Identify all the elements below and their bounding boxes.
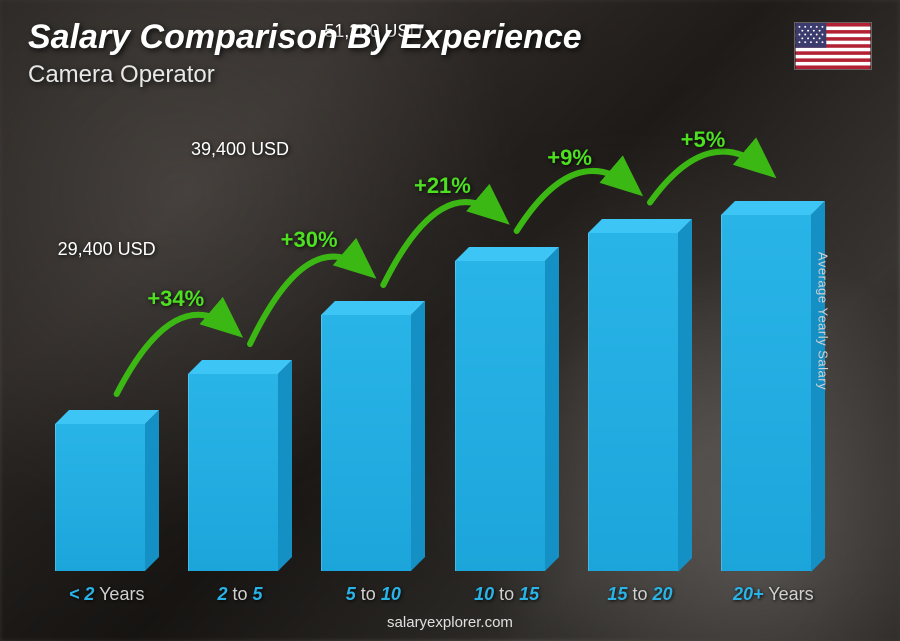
bar-side [145, 410, 159, 571]
bar-front [188, 374, 278, 571]
bar-x-label: < 2 Years [69, 584, 145, 605]
bar-x-label: 5 to 10 [346, 584, 401, 605]
growth-pct-label: +34% [147, 286, 204, 312]
chart-area: 29,400 USD< 2 Years39,400 USD2 to 551,20… [40, 111, 840, 571]
bar-group: 39,400 USD2 to 5 [175, 374, 305, 571]
bar-group: 62,000 USD10 to 15 [442, 261, 572, 571]
bar-top [188, 360, 292, 374]
flag-us-icon [794, 22, 872, 70]
header: Salary Comparison By Experience Camera O… [28, 18, 582, 89]
bar-side [411, 301, 425, 571]
bar-front [455, 261, 545, 571]
bar-x-label: 20+ Years [733, 584, 814, 605]
bar-side [278, 360, 292, 571]
bar-x-label: 15 to 20 [607, 584, 672, 605]
growth-pct-label: +21% [414, 173, 471, 199]
bar-value-label: 29,400 USD [58, 239, 156, 260]
growth-pct-label: +30% [281, 227, 338, 253]
bar-group: 67,700 USD15 to 20 [575, 233, 705, 572]
growth-pct-label: +5% [681, 127, 726, 153]
bar-x-label: 10 to 15 [474, 584, 539, 605]
growth-pct-label: +9% [547, 145, 592, 171]
bar-x-label: 2 to 5 [217, 584, 262, 605]
bar-top [55, 410, 159, 424]
bar-side [678, 219, 692, 572]
bar-top [321, 301, 425, 315]
chart-title: Salary Comparison By Experience [28, 18, 582, 57]
bar-front [588, 233, 678, 572]
chart-subtitle: Camera Operator [28, 61, 582, 89]
bar-value-label: 39,400 USD [191, 139, 289, 160]
bar-top [588, 219, 692, 233]
bar-top [455, 247, 559, 261]
bar-top [721, 201, 825, 215]
bar-front [721, 215, 811, 572]
bar-front [55, 424, 145, 571]
y-axis-label: Average Yearly Salary [815, 251, 830, 389]
bar-front [321, 315, 411, 571]
bar-group: 51,200 USD5 to 10 [308, 315, 438, 571]
bar-side [545, 247, 559, 571]
bar-group: 29,400 USD< 2 Years [42, 424, 172, 571]
footer-attribution: salaryexplorer.com [0, 614, 900, 631]
